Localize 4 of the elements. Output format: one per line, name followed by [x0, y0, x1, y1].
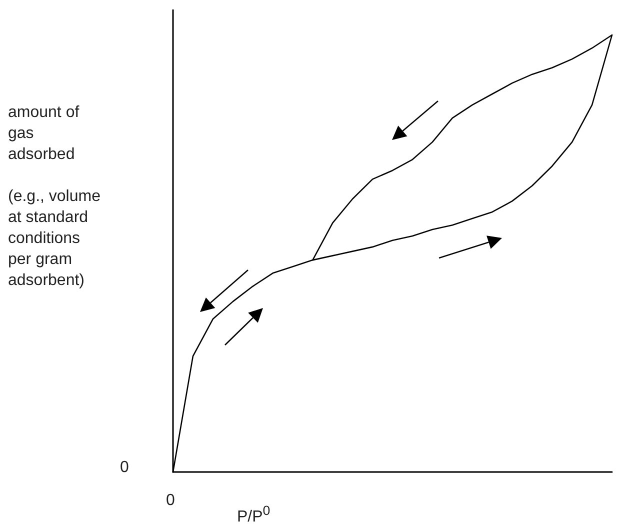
x-axis-title: P/P$^{0}$ [237, 502, 270, 527]
text: amount of gas adsorbed (e.g., volume at standard conditions per gram adsorbent) [8, 104, 100, 289]
text: 0 [120, 458, 129, 478]
text: 0 [166, 491, 175, 511]
